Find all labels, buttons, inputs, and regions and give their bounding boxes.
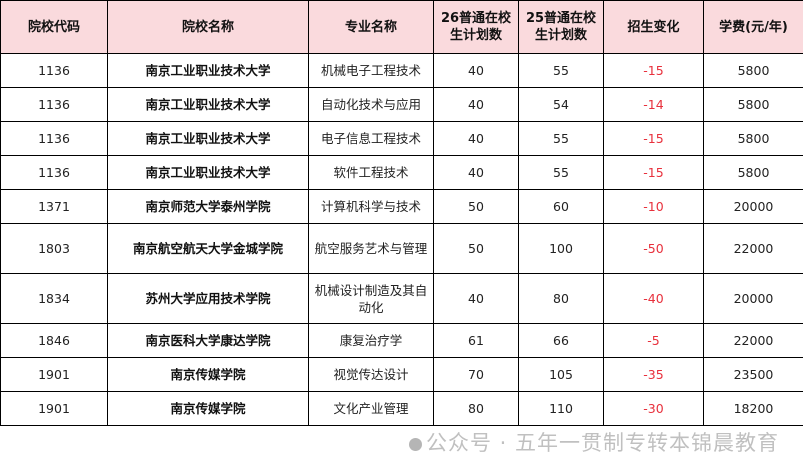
plan-26-cell: 40: [434, 156, 519, 190]
major-name-cell: 机械电子工程技术: [309, 54, 434, 88]
plan-25-cell: 105: [519, 358, 604, 392]
enrollment-change-cell: -15: [604, 122, 704, 156]
tuition-fee-cell: 18200: [704, 392, 803, 426]
major-name-cell: 文化产业管理: [309, 392, 434, 426]
column-header: 25普通在校生计划数: [519, 1, 604, 54]
plan-25-cell: 55: [519, 156, 604, 190]
tuition-fee-cell: 22000: [704, 324, 803, 358]
school-name-cell: 南京工业职业技术大学: [108, 54, 309, 88]
major-name-cell: 计算机科学与技术: [309, 190, 434, 224]
plan-25-cell: 66: [519, 324, 604, 358]
tuition-fee-cell: 23500: [704, 358, 803, 392]
major-name-cell: 机械设计制造及其自动化: [309, 274, 434, 324]
school-name-cell: 南京传媒学院: [108, 358, 309, 392]
school-name-cell: 南京医科大学康达学院: [108, 324, 309, 358]
school-code-cell: 1136: [1, 88, 108, 122]
major-name-cell: 康复治疗学: [309, 324, 434, 358]
column-header: 学费(元/年): [704, 1, 803, 54]
tuition-fee-cell: 20000: [704, 190, 803, 224]
column-header: 专业名称: [309, 1, 434, 54]
plan-26-cell: 40: [434, 122, 519, 156]
plan-25-cell: 100: [519, 224, 604, 274]
plan-25-cell: 55: [519, 122, 604, 156]
plan-25-cell: 55: [519, 54, 604, 88]
school-name-cell: 南京航空航天大学金城学院: [108, 224, 309, 274]
tuition-fee-cell: 22000: [704, 224, 803, 274]
school-code-cell: 1901: [1, 392, 108, 426]
watermark-text: 公众号 · 五年一贯制专转本锦晨教育: [426, 431, 779, 455]
plan-25-cell: 80: [519, 274, 604, 324]
major-name-cell: 视觉传达设计: [309, 358, 434, 392]
watermark: 公众号 · 五年一贯制专转本锦晨教育: [0, 426, 803, 460]
enrollment-change-cell: -35: [604, 358, 704, 392]
major-name-cell: 自动化技术与应用: [309, 88, 434, 122]
school-code-cell: 1834: [1, 274, 108, 324]
wechat-icon: [409, 438, 422, 451]
school-code-cell: 1803: [1, 224, 108, 274]
school-name-cell: 南京师范大学泰州学院: [108, 190, 309, 224]
school-code-cell: 1136: [1, 122, 108, 156]
school-name-cell: 南京工业职业技术大学: [108, 122, 309, 156]
tuition-fee-cell: 5800: [704, 122, 803, 156]
column-header: 院校名称: [108, 1, 309, 54]
major-name-cell: 电子信息工程技术: [309, 122, 434, 156]
plan-26-cell: 61: [434, 324, 519, 358]
tuition-fee-cell: 5800: [704, 88, 803, 122]
school-code-cell: 1846: [1, 324, 108, 358]
major-name-cell: 航空服务艺术与管理: [309, 224, 434, 274]
column-header: 招生变化: [604, 1, 704, 54]
school-name-cell: 南京工业职业技术大学: [108, 156, 309, 190]
enrollment-change-cell: -15: [604, 54, 704, 88]
column-header: 26普通在校生计划数: [434, 1, 519, 54]
enrollment-change-cell: -50: [604, 224, 704, 274]
plan-26-cell: 70: [434, 358, 519, 392]
tuition-fee-cell: 5800: [704, 54, 803, 88]
enrollment-change-cell: -40: [604, 274, 704, 324]
enrollment-change-cell: -30: [604, 392, 704, 426]
school-code-cell: 1136: [1, 54, 108, 88]
plan-26-cell: 80: [434, 392, 519, 426]
school-name-cell: 南京传媒学院: [108, 392, 309, 426]
plan-26-cell: 40: [434, 88, 519, 122]
school-code-cell: 1901: [1, 358, 108, 392]
school-code-cell: 1371: [1, 190, 108, 224]
enrollment-change-cell: -14: [604, 88, 704, 122]
column-header: 院校代码: [1, 1, 108, 54]
plan-26-cell: 50: [434, 224, 519, 274]
plan-26-cell: 40: [434, 274, 519, 324]
school-code-cell: 1136: [1, 156, 108, 190]
plan-26-cell: 50: [434, 190, 519, 224]
major-name-cell: 软件工程技术: [309, 156, 434, 190]
plan-26-cell: 40: [434, 54, 519, 88]
enrollment-change-cell: -5: [604, 324, 704, 358]
plan-25-cell: 60: [519, 190, 604, 224]
tuition-fee-cell: 20000: [704, 274, 803, 324]
tuition-fee-cell: 5800: [704, 156, 803, 190]
school-name-cell: 苏州大学应用技术学院: [108, 274, 309, 324]
enrollment-change-cell: -15: [604, 156, 704, 190]
plan-25-cell: 54: [519, 88, 604, 122]
enrollment-change-cell: -10: [604, 190, 704, 224]
school-name-cell: 南京工业职业技术大学: [108, 88, 309, 122]
plan-25-cell: 110: [519, 392, 604, 426]
